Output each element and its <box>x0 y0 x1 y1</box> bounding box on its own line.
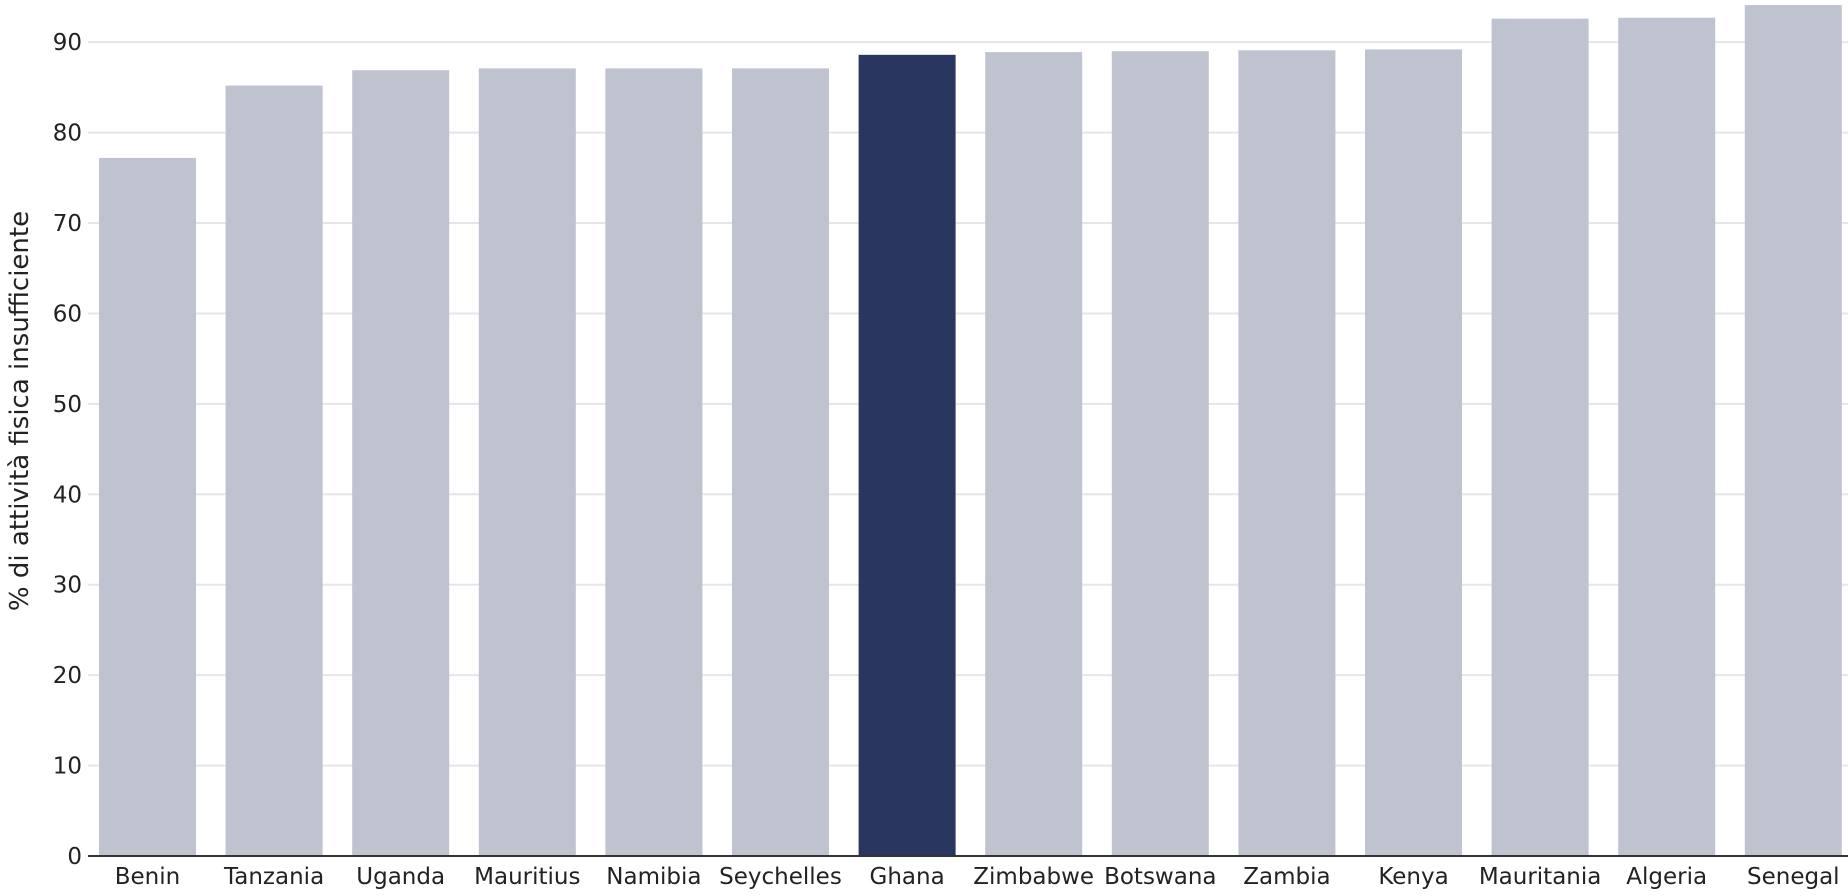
y-tick-labels: 0 10 20 30 40 50 60 70 80 90 <box>53 30 82 870</box>
bar-ghana <box>858 54 956 857</box>
bar-seychelles <box>732 68 829 856</box>
bar-zambia <box>1238 50 1336 856</box>
x-tick-label: Benin <box>115 864 180 890</box>
x-tick-label: Zambia <box>1243 864 1330 890</box>
x-tick-label: Botswana <box>1104 864 1216 890</box>
bar-kenya <box>1365 49 1462 857</box>
x-tick-label: Seychelles <box>719 864 842 890</box>
bar-namibia <box>605 68 703 856</box>
y-tick-label: 0 <box>67 844 82 870</box>
x-tick-label: Mauritania <box>1479 864 1602 890</box>
y-axis-title: % di attività fisica insufficiente <box>5 211 35 611</box>
y-tick-label: 40 <box>53 482 82 508</box>
x-tick-labels: Benin Tanzania Uganda Mauritius Namibia Seych… <box>115 864 1840 890</box>
bar-algeria <box>1618 17 1716 857</box>
y-tick-label: 60 <box>53 301 82 327</box>
y-tick-label: 10 <box>53 754 82 780</box>
bar-senegal <box>1744 5 1842 856</box>
x-tick-label: Namibia <box>606 864 701 890</box>
bar-mauritania <box>1491 18 1589 857</box>
x-tick-label: Senegal <box>1747 864 1840 890</box>
x-tick-label: Kenya <box>1378 864 1448 890</box>
y-tick-label: 80 <box>53 121 82 147</box>
bar-uganda <box>352 70 450 856</box>
bar-tanzania <box>225 85 323 857</box>
x-tick-label: Tanzania <box>223 864 324 890</box>
bars <box>99 5 1842 857</box>
y-tick-label: 70 <box>53 211 82 237</box>
bar-botswana <box>1111 51 1209 856</box>
x-tick-label: Mauritius <box>474 864 580 890</box>
x-tick-label: Uganda <box>356 864 445 890</box>
bar-zimbabwe <box>985 52 1083 857</box>
bar-mauritius <box>478 68 576 856</box>
y-tick-label: 20 <box>53 663 82 689</box>
x-tick-label: Algeria <box>1626 864 1707 890</box>
x-tick-label: Ghana <box>870 864 945 890</box>
y-tick-label: 50 <box>53 392 82 418</box>
x-tick-label: Zimbabwe <box>973 864 1094 890</box>
bar-benin <box>99 157 196 856</box>
y-tick-label: 90 <box>53 30 82 56</box>
y-tick-label: 30 <box>53 573 82 599</box>
